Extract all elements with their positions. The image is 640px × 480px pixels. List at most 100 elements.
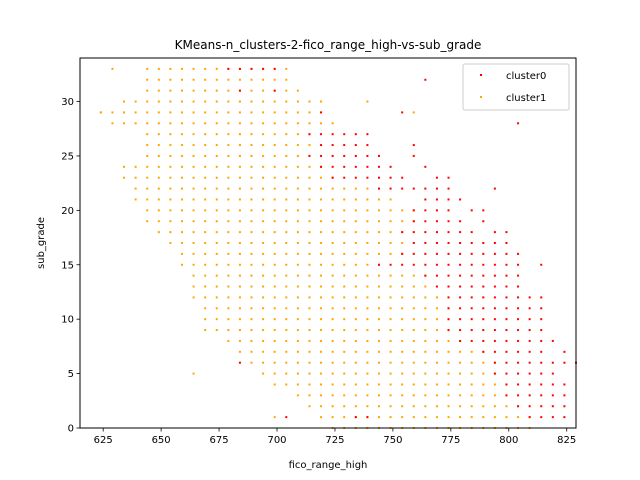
point-cluster1: [204, 231, 207, 234]
point-cluster1: [146, 209, 149, 212]
point-cluster1: [250, 209, 253, 212]
point-cluster1: [169, 242, 172, 244]
point-cluster1: [169, 144, 172, 147]
point-cluster1: [401, 296, 404, 299]
point-cluster1: [262, 339, 265, 342]
point-cluster0: [505, 285, 508, 288]
point-cluster1: [285, 339, 288, 342]
point-cluster1: [285, 329, 288, 332]
point-cluster1: [320, 329, 323, 332]
point-cluster1: [273, 154, 276, 157]
point-cluster1: [343, 318, 346, 321]
point-cluster1: [146, 176, 149, 179]
point-cluster1: [134, 165, 137, 168]
point-cluster0: [505, 383, 508, 386]
point-cluster1: [250, 361, 253, 364]
point-cluster0: [447, 285, 450, 288]
point-cluster1: [389, 252, 392, 255]
point-cluster1: [215, 263, 218, 266]
point-cluster0: [447, 307, 450, 310]
point-cluster1: [308, 111, 311, 114]
point-cluster1: [169, 198, 172, 201]
point-cluster1: [169, 176, 172, 179]
point-cluster1: [366, 361, 369, 364]
point-cluster1: [180, 154, 183, 157]
point-cluster1: [459, 394, 462, 397]
point-cluster1: [134, 122, 137, 125]
point-cluster1: [204, 198, 207, 201]
point-cluster1: [285, 372, 288, 375]
point-cluster1: [146, 198, 149, 201]
point-cluster1: [459, 361, 462, 364]
y-tick-label: 15: [61, 260, 74, 271]
point-cluster1: [180, 144, 183, 147]
point-cluster1: [169, 133, 172, 136]
point-cluster0: [505, 242, 508, 244]
point-cluster0: [447, 318, 450, 321]
point-cluster0: [447, 176, 450, 179]
point-cluster1: [262, 285, 265, 288]
point-cluster1: [366, 274, 369, 277]
point-cluster1: [354, 405, 357, 408]
point-cluster1: [99, 111, 102, 114]
point-cluster1: [320, 339, 323, 342]
point-cluster0: [505, 350, 508, 353]
point-cluster1: [123, 122, 126, 125]
point-cluster1: [180, 242, 183, 244]
point-cluster0: [517, 285, 520, 288]
point-cluster0: [540, 350, 543, 353]
point-cluster1: [424, 307, 427, 310]
point-cluster1: [470, 372, 473, 375]
point-cluster1: [192, 296, 195, 299]
point-cluster1: [459, 383, 462, 386]
point-cluster0: [459, 274, 462, 277]
point-cluster0: [493, 242, 496, 244]
point-cluster1: [285, 165, 288, 168]
point-cluster1: [331, 329, 334, 332]
point-cluster0: [482, 263, 485, 266]
point-cluster1: [157, 176, 160, 179]
point-cluster1: [296, 361, 299, 364]
point-cluster0: [459, 285, 462, 288]
point-cluster1: [308, 329, 311, 332]
point-cluster0: [424, 274, 427, 277]
point-cluster1: [354, 394, 357, 397]
point-cluster1: [343, 339, 346, 342]
point-cluster1: [320, 296, 323, 299]
point-cluster1: [296, 318, 299, 321]
point-cluster1: [204, 187, 207, 190]
point-cluster1: [215, 329, 218, 332]
point-cluster1: [424, 405, 427, 408]
point-cluster1: [412, 416, 415, 419]
point-cluster1: [343, 220, 346, 223]
point-cluster1: [204, 285, 207, 288]
point-cluster1: [412, 394, 415, 397]
point-cluster1: [273, 339, 276, 342]
point-cluster0: [447, 296, 450, 299]
point-cluster1: [262, 198, 265, 201]
point-cluster1: [401, 416, 404, 419]
point-cluster0: [273, 89, 276, 92]
point-cluster1: [354, 361, 357, 364]
point-cluster1: [215, 209, 218, 212]
point-cluster1: [250, 231, 253, 234]
point-cluster0: [551, 405, 554, 408]
point-cluster0: [424, 231, 427, 234]
point-cluster1: [505, 405, 508, 408]
point-cluster1: [169, 122, 172, 125]
point-cluster0: [331, 176, 334, 179]
point-cluster1: [366, 339, 369, 342]
point-cluster0: [540, 383, 543, 386]
y-tick-label: 20: [61, 206, 74, 217]
point-cluster1: [169, 187, 172, 190]
point-cluster1: [389, 329, 392, 332]
point-cluster1: [447, 416, 450, 419]
point-cluster1: [354, 372, 357, 375]
point-cluster1: [470, 416, 473, 419]
point-cluster1: [192, 372, 195, 375]
point-cluster0: [505, 231, 508, 234]
point-cluster1: [262, 361, 265, 364]
point-cluster1: [459, 416, 462, 419]
point-cluster1: [493, 383, 496, 386]
point-cluster1: [180, 67, 183, 70]
